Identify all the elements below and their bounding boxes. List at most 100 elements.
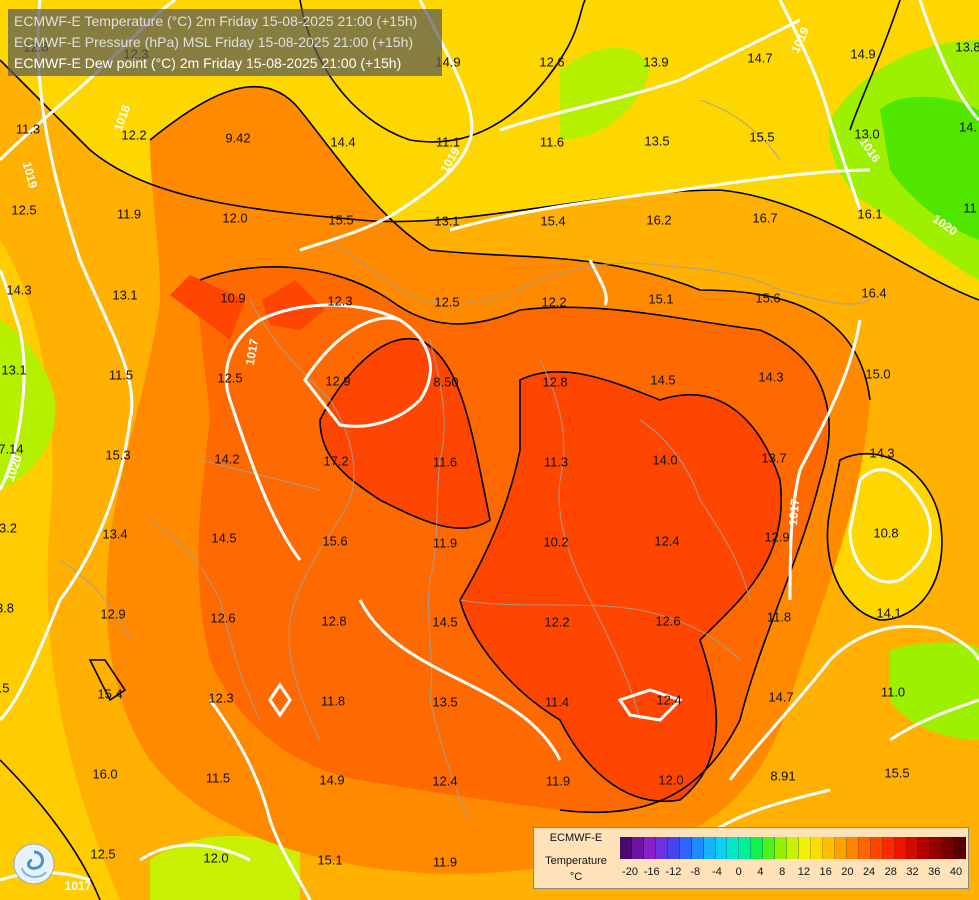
dewpoint-value: 3.8: [0, 600, 15, 616]
legend-color-swatch: [954, 837, 967, 859]
dewpoint-value: 12.6: [655, 613, 681, 629]
dewpoint-value: 12.3: [327, 293, 353, 309]
legend-color-bar: [620, 837, 967, 859]
dewpoint-value: 11.9: [116, 206, 142, 222]
legend-color-swatch: [870, 837, 883, 859]
dewpoint-value: 11.4: [544, 694, 570, 710]
dewpoint-value: .5: [0, 680, 10, 696]
dewpoint-value: 11.5: [108, 367, 134, 383]
legend-tick: 12: [797, 866, 810, 878]
dewpoint-value: 14.3: [758, 369, 784, 385]
dewpoint-value: 12.9: [764, 529, 790, 545]
dewpoint-value: 14.: [958, 119, 978, 135]
dewpoint-value: 17.2: [323, 453, 349, 469]
legend-color-swatch: [620, 837, 632, 859]
dewpoint-value: 13.1: [434, 213, 460, 229]
legend-tick: -8: [690, 866, 701, 878]
dewpoint-value: 16.1: [857, 206, 883, 222]
dewpoint-value: 8.50: [433, 374, 459, 390]
dewpoint-value: 14.7: [768, 689, 794, 705]
dewpoint-value: 11.9: [432, 535, 458, 551]
temp-zone-red-nw2: [262, 280, 325, 330]
dewpoint-value: 14.5: [432, 614, 458, 630]
dewpoint-value: 14.1: [876, 605, 902, 621]
dewpoint-value: 10.2: [543, 534, 569, 550]
dewpoint-value: 13.1: [1, 362, 27, 378]
dewpoint-value: 12.0: [203, 850, 229, 866]
dewpoint-value: 10.8: [873, 525, 899, 541]
dewpoint-value: 13.1: [112, 287, 138, 303]
dewpoint-value: 15.5: [328, 212, 354, 228]
dewpoint-value: 12.8: [321, 613, 347, 629]
dewpoint-value: 15.1: [648, 291, 674, 307]
map-title-box: ECMWF-E Temperature (°C) 2m Friday 15-08…: [8, 9, 442, 76]
dewpoint-value: 11.1: [435, 134, 461, 150]
dewpoint-value: 14.7: [747, 50, 773, 66]
dewpoint-value: 14.3: [6, 282, 32, 298]
dewpoint-value: 13.9: [643, 54, 669, 70]
dewpoint-value: 12.2: [541, 294, 567, 310]
dewpoint-value: 14.9: [850, 46, 876, 62]
dewpoint-value: 11.6: [432, 454, 458, 470]
dewpoint-value: 11.3: [543, 454, 569, 470]
title-pressure: ECMWF-E Pressure (hPa) MSL Friday 15-08-…: [14, 34, 414, 50]
dewpoint-value: 11: [963, 200, 977, 216]
dewpoint-value: 15.0: [865, 366, 891, 382]
dewpoint-value: 13.7: [761, 450, 787, 466]
dewpoint-value: 15.1: [317, 852, 343, 868]
dewpoint-value: 15.4: [540, 213, 566, 229]
dewpoint-value: 11.8: [320, 693, 346, 709]
dewpoint-value: 12.5: [11, 202, 37, 218]
color-legend: ECMWF-E Temperature °C -20 -16 -12 -8 -4 0 4 8 1…: [533, 827, 969, 889]
legend-model: ECMWF-E: [549, 832, 603, 844]
dewpoint-value: 11.0: [880, 684, 906, 700]
temp-zone-red-east: [460, 371, 782, 802]
title-dewpoint: ECMWF-E Dew point (°C) 2m Friday 15-08-2…: [14, 55, 402, 71]
legend-color-swatch: [655, 837, 668, 859]
dewpoint-value: 16.2: [646, 212, 672, 228]
legend-color-swatch: [715, 837, 728, 859]
legend-color-swatch: [799, 837, 811, 859]
legend-tick: -20: [622, 866, 638, 878]
dewpoint-value: 10.9: [220, 290, 246, 306]
legend-tick: 32: [906, 866, 919, 878]
dewpoint-value: 14.0: [652, 452, 678, 468]
legend-tick: 4: [757, 866, 764, 878]
legend-tick: 24: [862, 866, 876, 878]
dewpoint-value: 15.6: [322, 533, 348, 549]
dewpoint-value: 12.6: [539, 54, 565, 70]
legend-color-swatch: [643, 837, 656, 859]
legend-color-swatch: [906, 837, 919, 859]
legend-color-swatch: [703, 837, 716, 859]
dewpoint-value: 12.0: [222, 210, 248, 226]
legend-color-swatch: [846, 837, 859, 859]
legend-color-swatch: [858, 837, 871, 859]
legend-tick: 36: [928, 866, 941, 878]
dewpoint-value: 12.9: [325, 373, 351, 389]
legend-tick: 20: [841, 866, 854, 878]
legend-color-swatch: [751, 837, 764, 859]
dewpoint-value: 12.3: [208, 690, 234, 706]
legend-variable: Temperature: [545, 855, 607, 867]
dewpoint-value: 13.5: [644, 133, 670, 149]
temp-zone-green-sw: [150, 836, 300, 900]
legend-tick: -16: [643, 866, 660, 878]
dewpoint-value: 7.14: [0, 441, 24, 457]
dewpoint-value: 14.5: [211, 530, 237, 546]
dewpoint-value: 3.2: [0, 520, 18, 536]
legend-color-swatch: [787, 837, 800, 859]
dewpoint-value: 14.2: [214, 451, 240, 467]
legend-color-swatch: [894, 837, 907, 859]
dewpoint-value: 12.0: [658, 772, 684, 788]
temp-zone-green-ne-inner: [880, 96, 979, 240]
dewpoint-value: 11.3: [15, 121, 41, 137]
dewpoint-value: 13.8: [955, 39, 979, 55]
legend-color-swatch: [942, 837, 955, 859]
dewpoint-value: 15.4: [97, 686, 123, 702]
dewpoint-value: 15.3: [105, 447, 131, 463]
dewpoint-value: 15.5: [749, 129, 775, 145]
legend-color-swatch: [775, 837, 788, 859]
legend-tick: -12: [665, 866, 682, 878]
